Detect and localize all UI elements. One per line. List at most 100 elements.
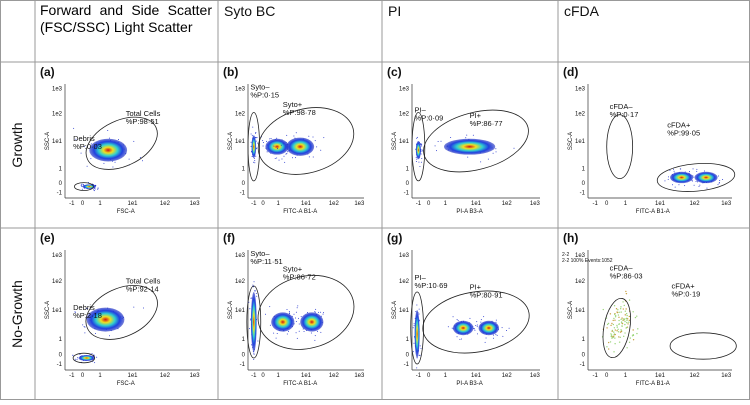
x-axis-label: PI-A B3-A xyxy=(456,209,482,215)
event-dot xyxy=(249,328,251,330)
event-dot xyxy=(412,351,414,353)
event-dot xyxy=(142,307,144,309)
gate xyxy=(411,112,426,182)
event-dot xyxy=(691,180,693,182)
event-dot xyxy=(416,137,418,139)
gate-stat: %P:80·91 xyxy=(470,291,503,300)
x-tick-label: 0 xyxy=(261,201,265,207)
event-dot xyxy=(614,343,616,345)
event-dot xyxy=(614,316,617,318)
x-tick-label: 1e1 xyxy=(127,201,138,207)
event-dot xyxy=(270,137,272,139)
event-dot xyxy=(614,337,616,339)
event-dot xyxy=(620,306,622,308)
event-dot xyxy=(262,145,264,147)
x-tick-label: 1e1 xyxy=(655,201,666,207)
x-tick-label: 1e1 xyxy=(471,201,482,207)
density-blob xyxy=(415,141,421,160)
panel-letter: (a) xyxy=(40,65,55,79)
event-dot xyxy=(284,161,286,163)
event-dot xyxy=(314,339,316,341)
y-tick-label: 0 xyxy=(242,181,246,187)
event-dot xyxy=(626,314,628,317)
y-tick-label: 1e2 xyxy=(575,279,586,285)
event-dot xyxy=(623,304,625,307)
x-tick-label: 1e3 xyxy=(354,373,365,379)
event-dot xyxy=(614,333,616,336)
event-dot xyxy=(437,140,439,142)
event-dot xyxy=(320,149,322,151)
event-dot xyxy=(607,341,610,344)
y-axis-label: SSC-A xyxy=(45,301,51,319)
y-tick-label: 1e2 xyxy=(52,279,63,285)
event-dot xyxy=(269,306,271,308)
gate-stat: %P:98·78 xyxy=(283,108,316,117)
event-dot xyxy=(84,332,86,334)
density-blob xyxy=(300,312,324,332)
event-dot xyxy=(93,354,95,356)
gate-name: cFDA+ xyxy=(672,281,696,290)
event-dot xyxy=(460,338,462,340)
y-tick-label: 1 xyxy=(406,166,410,172)
event-dot xyxy=(286,333,288,335)
event-dot xyxy=(295,332,297,334)
x-tick-label: 1 xyxy=(444,201,448,207)
x-tick-label: 1e3 xyxy=(721,201,732,207)
event-dot xyxy=(80,152,82,154)
event-dot xyxy=(288,330,290,332)
event-dot xyxy=(613,305,616,307)
event-dot xyxy=(416,136,418,138)
event-dot xyxy=(298,330,300,332)
event-dot xyxy=(626,318,629,320)
event-dot xyxy=(629,337,631,339)
event-dot xyxy=(495,148,497,150)
event-dot xyxy=(475,324,477,326)
event-dot xyxy=(266,151,268,153)
event-dot xyxy=(615,315,617,317)
event-dot xyxy=(73,127,75,129)
event-dot xyxy=(250,297,252,299)
y-tick-label: 1e2 xyxy=(235,112,246,118)
event-dot xyxy=(617,314,620,316)
x-tick-label: -1 xyxy=(251,201,257,207)
event-dot xyxy=(606,327,608,329)
event-dot xyxy=(606,346,608,348)
event-dot xyxy=(86,165,88,167)
x-tick-label: 1 xyxy=(276,201,280,207)
event-dot xyxy=(257,340,259,342)
y-tick-label: -1 xyxy=(404,190,410,196)
event-dot xyxy=(457,320,459,322)
event-dot xyxy=(413,323,415,325)
event-dot xyxy=(418,308,420,310)
density-blob xyxy=(89,138,128,162)
event-dot xyxy=(616,330,618,332)
x-tick-label: 0 xyxy=(427,201,431,207)
event-dot xyxy=(450,137,452,139)
event-dot xyxy=(628,299,631,301)
event-dot xyxy=(621,322,624,325)
event-dot xyxy=(626,321,628,324)
event-dot xyxy=(469,317,471,319)
gate-stat: %P:11·51 xyxy=(250,257,282,266)
event-dot xyxy=(420,347,422,349)
event-dot xyxy=(456,336,458,338)
event-dot xyxy=(689,173,691,175)
event-dot xyxy=(419,345,421,347)
event-dot xyxy=(696,168,698,170)
event-dot xyxy=(285,153,287,155)
gate xyxy=(602,297,631,359)
event-dot xyxy=(610,333,612,335)
x-tick-label: -1 xyxy=(69,201,75,207)
event-dot xyxy=(91,353,93,355)
event-dot xyxy=(719,179,721,181)
x-tick-label: 0 xyxy=(81,373,85,379)
event-dot xyxy=(266,140,268,142)
event-dot xyxy=(483,316,485,318)
event-dot xyxy=(253,157,255,159)
event-dot xyxy=(632,339,635,341)
event-dot xyxy=(94,332,96,334)
event-dot xyxy=(323,137,325,139)
event-dot xyxy=(679,168,681,170)
x-tick-label: 1e1 xyxy=(471,373,482,379)
